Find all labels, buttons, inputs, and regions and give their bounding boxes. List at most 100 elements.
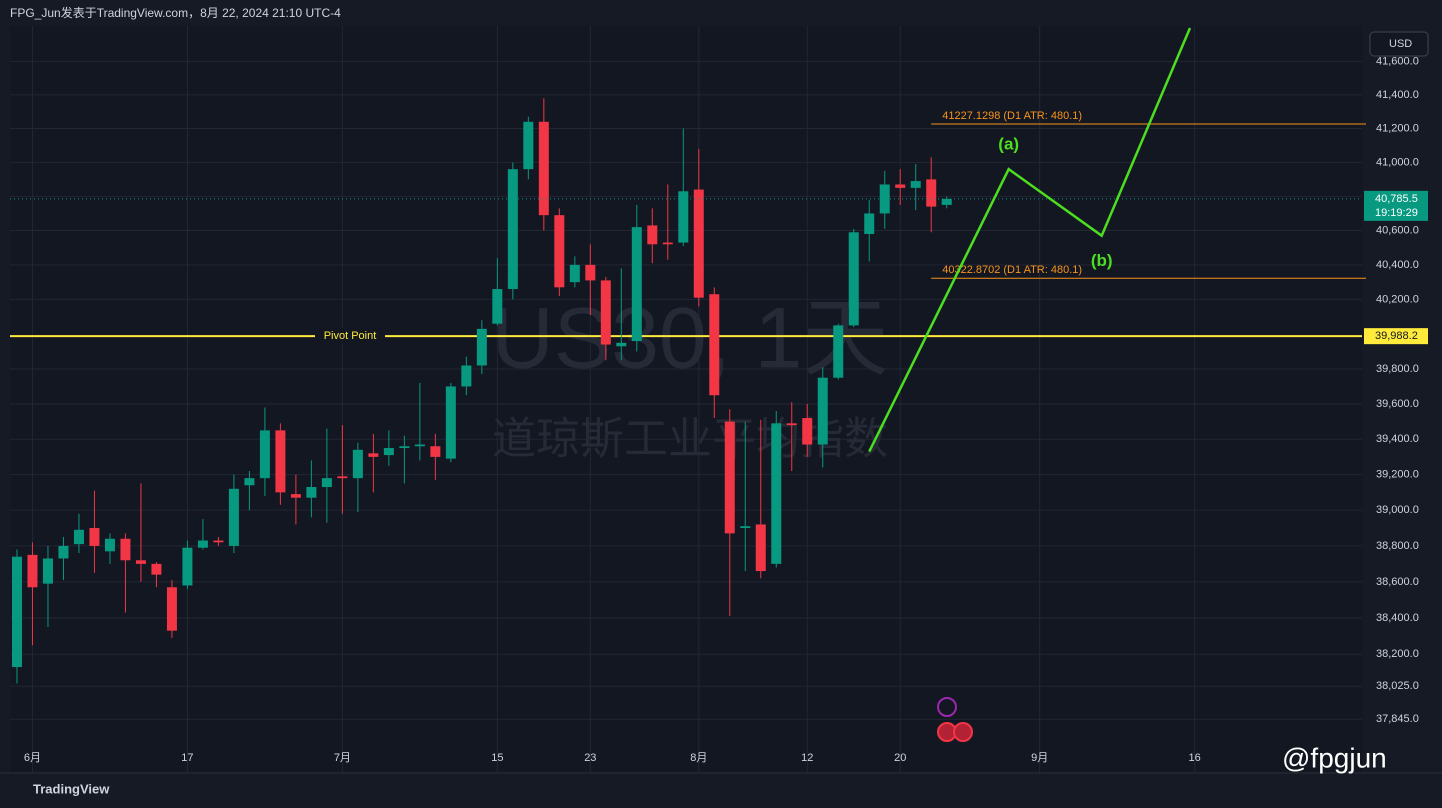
y-tick-label: 41,000.0 xyxy=(1376,156,1419,168)
candle-body xyxy=(492,289,503,324)
y-tick-label: 38,600.0 xyxy=(1376,576,1419,588)
candle-body xyxy=(27,554,38,588)
x-tick-label: 23 xyxy=(584,752,596,764)
candle-body xyxy=(647,225,658,245)
candle-body xyxy=(554,215,565,288)
currency-button[interactable] xyxy=(1369,31,1429,57)
candle-body xyxy=(476,328,487,366)
candle-body xyxy=(430,446,441,457)
currency-label[interactable]: USD xyxy=(1389,38,1412,50)
candle-body xyxy=(182,547,193,586)
x-tick-label: 17 xyxy=(181,752,193,764)
candle-body xyxy=(259,430,270,479)
y-tick-label: 39,800.0 xyxy=(1376,363,1419,375)
grid xyxy=(10,26,1362,772)
candle-body xyxy=(786,423,797,426)
y-tick-label: 38,025.0 xyxy=(1376,680,1419,692)
candle-body xyxy=(383,448,394,456)
candle-body xyxy=(833,325,844,378)
candle-body xyxy=(538,121,549,216)
candle-body xyxy=(11,556,22,668)
watermark: US30, 1天 道琼斯工业平均指数 xyxy=(492,291,889,464)
y-tick-label: 41,200.0 xyxy=(1376,122,1419,134)
y-tick-label: 39,600.0 xyxy=(1376,398,1419,410)
watermark-symbol: US30, 1天 xyxy=(492,291,889,387)
candle-body xyxy=(879,184,890,214)
countdown: 19:19:29 xyxy=(1375,207,1418,219)
candle-body xyxy=(368,453,379,457)
candle-body xyxy=(740,526,751,529)
candle-body xyxy=(89,528,100,546)
candle-body xyxy=(507,169,518,290)
plot-area xyxy=(10,26,1362,772)
candle-body xyxy=(585,264,596,281)
level-label: 40322.8702 (D1 ATR: 480.1) xyxy=(942,264,1082,276)
wave-label: (a) xyxy=(998,135,1019,154)
x-tick-label: 12 xyxy=(801,752,813,764)
candle-body xyxy=(166,587,177,631)
pivot-price-tag xyxy=(1364,328,1428,345)
y-tick-label: 39,000.0 xyxy=(1376,504,1419,516)
candle-body xyxy=(817,377,828,445)
x-tick-label: 20 xyxy=(894,752,906,764)
candle-body xyxy=(290,494,301,498)
candle-body xyxy=(135,560,146,564)
brand: TradingView xyxy=(33,781,110,796)
x-tick-label: 15 xyxy=(491,752,503,764)
candle-body xyxy=(802,418,813,445)
candle-body xyxy=(228,488,239,546)
wave-line xyxy=(868,27,1192,453)
candle-body xyxy=(678,191,689,243)
candle-body xyxy=(616,342,627,347)
pivot-price-label: 39,988.2 xyxy=(1375,330,1418,342)
y-tick-label: 38,800.0 xyxy=(1376,540,1419,552)
candle-body xyxy=(523,121,534,170)
wave-label: (b) xyxy=(1091,251,1113,270)
candle-body xyxy=(848,232,859,326)
pivot-name-bg xyxy=(315,328,385,345)
y-tick-label: 37,845.0 xyxy=(1376,713,1419,725)
candle-body xyxy=(58,545,69,559)
y-tick-label: 40,600.0 xyxy=(1376,224,1419,236)
x-tick-label: 7月 xyxy=(334,752,351,764)
candle-body xyxy=(662,242,673,245)
pivot-name: Pivot Point xyxy=(324,330,377,342)
event-icon[interactable] xyxy=(937,697,957,717)
candle-body xyxy=(414,444,425,447)
handle: @fpgjun xyxy=(1282,742,1387,773)
y-tick-label: 41,400.0 xyxy=(1376,89,1419,101)
candle-body xyxy=(941,198,952,205)
event-icon[interactable] xyxy=(953,722,973,742)
candle-body xyxy=(693,189,704,298)
candle-body xyxy=(910,181,921,188)
candle-body xyxy=(631,227,642,342)
candle-body xyxy=(755,524,766,572)
y-tick-label: 41,600.0 xyxy=(1376,55,1419,67)
candle-body xyxy=(120,538,131,561)
x-tick-label: 16 xyxy=(1189,752,1201,764)
candle-body xyxy=(926,179,937,207)
y-tick-label: 39,200.0 xyxy=(1376,468,1419,480)
y-tick-label: 38,400.0 xyxy=(1376,612,1419,624)
candle-body xyxy=(399,446,410,449)
last-price-label: 40,785.5 xyxy=(1375,193,1418,205)
y-tick-label: 39,400.0 xyxy=(1376,433,1419,445)
candle-body xyxy=(864,213,875,234)
last-price-tag xyxy=(1364,190,1428,221)
candle-body xyxy=(213,540,224,543)
candle-body xyxy=(724,421,735,534)
candle-body xyxy=(771,423,782,564)
chart-title: FPG_Jun发表于TradingView.com，8月 22, 2024 21… xyxy=(10,5,341,20)
x-tick-label: 9月 xyxy=(1031,752,1048,764)
candle-body xyxy=(445,386,456,459)
candle-body xyxy=(895,184,906,188)
candle-body xyxy=(600,280,611,345)
y-tick-label: 40,200.0 xyxy=(1376,293,1419,305)
candle-body xyxy=(306,487,317,498)
x-tick-label: 8月 xyxy=(690,752,707,764)
candle-body xyxy=(321,478,332,488)
candle-body xyxy=(569,264,580,283)
level-label: 41227.1298 (D1 ATR: 480.1) xyxy=(942,110,1082,122)
candle-body xyxy=(352,449,363,479)
